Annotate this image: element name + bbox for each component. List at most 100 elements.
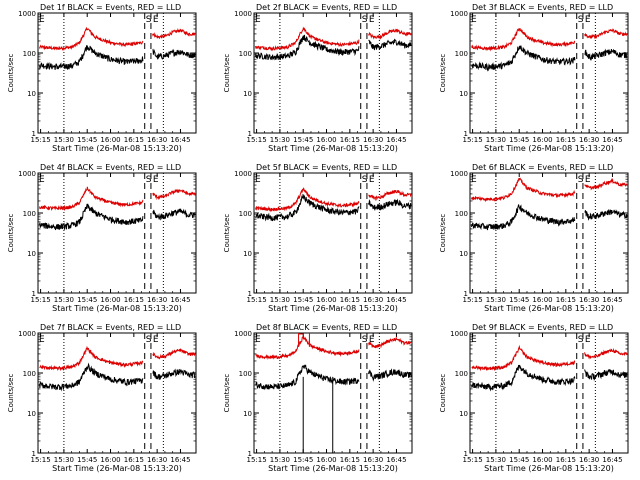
series-lld-line xyxy=(39,345,196,372)
y-tick-label: 1000 xyxy=(18,170,36,178)
x-tick-label: 15:30 xyxy=(486,456,506,464)
series-lld-line xyxy=(255,335,412,360)
panel-title: Det 3f BLACK = Events, RED = LLD xyxy=(472,3,613,12)
panel-det-8f: Det 8f BLACK = Events, RED = LLD 1 10 100 10… xyxy=(223,323,413,473)
panel-det-5f: Det 5f BLACK = Events, RED = LLD 1 10 100 10… xyxy=(223,163,413,313)
marker-label-s: S xyxy=(578,15,584,25)
x-tick-label: 15:30 xyxy=(54,296,74,304)
y-tick-label: 10 xyxy=(27,410,36,418)
x-tick-label: 15:30 xyxy=(270,296,290,304)
y-tick-label: 1000 xyxy=(18,10,36,18)
y-axis-label: Counts/sec xyxy=(7,374,15,413)
x-tick-label: 16:30 xyxy=(147,296,167,304)
marker-label-e: E xyxy=(471,15,477,25)
y-tick-label: 1000 xyxy=(234,170,252,178)
x-tick-label: 16:15 xyxy=(556,456,576,464)
x-axis-label: Start Time (26-Mar-08 15:13:20) xyxy=(268,304,398,313)
x-tick-label: 15:30 xyxy=(270,456,290,464)
series-events-line xyxy=(255,34,412,61)
panel-title: Det 9f BLACK = Events, RED = LLD xyxy=(472,323,613,332)
plot-frame xyxy=(253,12,413,134)
marker-label-s: S xyxy=(146,335,152,345)
x-tick-label: 16:45 xyxy=(386,136,406,144)
x-tick-label: 16:15 xyxy=(340,296,360,304)
marker-label-e: E xyxy=(39,15,45,25)
x-tick-label: 15:30 xyxy=(270,136,290,144)
y-tick-label: 10 xyxy=(243,410,252,418)
panel-title: Det 2f BLACK = Events, RED = LLD xyxy=(256,3,397,12)
y-tick-label: 100 xyxy=(23,210,36,218)
marker-label-e2: E xyxy=(369,175,375,185)
panel-det-9f: Det 9f BLACK = Events, RED = LLD 1 10 100 10… xyxy=(439,323,629,473)
y-axis-label: Counts/sec xyxy=(223,54,231,93)
x-tick-label: 15:45 xyxy=(77,456,97,464)
panel-det-1f: Det 1f BLACK = Events, RED = LLD 1 10 100 10… xyxy=(7,3,197,153)
panel-det-4f: Det 4f BLACK = Events, RED = LLD 1 10 100 10… xyxy=(7,163,197,313)
x-tick-label: 15:15 xyxy=(462,136,482,144)
y-tick-label: 1000 xyxy=(450,10,468,18)
x-tick-label: 16:45 xyxy=(386,296,406,304)
y-tick-label: 1 xyxy=(32,130,36,138)
x-tick-label: 15:15 xyxy=(462,456,482,464)
x-tick-label: 16:00 xyxy=(316,456,336,464)
marker-label-e2: E xyxy=(369,15,375,25)
x-tick-label: 16:00 xyxy=(532,296,552,304)
y-tick-label: 100 xyxy=(455,50,468,58)
y-tick-label: 100 xyxy=(239,210,252,218)
x-tick-label: 15:15 xyxy=(30,296,50,304)
x-tick-label: 16:30 xyxy=(579,136,599,144)
y-tick-label: 1000 xyxy=(450,170,468,178)
y-tick-label: 1000 xyxy=(234,10,252,18)
y-tick-label: 10 xyxy=(243,250,252,258)
y-tick-label: 100 xyxy=(239,370,252,378)
y-tick-label: 10 xyxy=(459,410,468,418)
x-tick-label: 16:30 xyxy=(579,456,599,464)
y-tick-label: 10 xyxy=(459,250,468,258)
x-tick-label: 16:15 xyxy=(124,296,144,304)
series-lld-line xyxy=(39,26,196,52)
x-tick-label: 16:30 xyxy=(147,136,167,144)
x-tick-label: 15:15 xyxy=(246,136,266,144)
x-tick-label: 16:15 xyxy=(556,136,576,144)
x-tick-label: 16:45 xyxy=(170,136,190,144)
series-lld-line xyxy=(255,26,412,52)
x-tick-label: 15:45 xyxy=(77,296,97,304)
panel-det-7f: Det 7f BLACK = Events, RED = LLD 1 10 100 10… xyxy=(7,323,197,473)
x-axis-label: Start Time (26-Mar-08 15:13:20) xyxy=(52,464,182,473)
x-tick-label: 15:15 xyxy=(246,296,266,304)
x-tick-label: 16:30 xyxy=(147,456,167,464)
x-tick-label: 15:45 xyxy=(509,136,529,144)
x-tick-label: 16:30 xyxy=(363,296,383,304)
x-axis-label: Start Time (26-Mar-08 15:13:20) xyxy=(484,464,614,473)
x-tick-label: 15:30 xyxy=(54,136,74,144)
x-tick-label: 16:00 xyxy=(100,136,120,144)
series-lld-line xyxy=(471,344,628,372)
panel-title: Det 6f BLACK = Events, RED = LLD xyxy=(472,163,613,172)
x-tick-label: 16:15 xyxy=(124,136,144,144)
x-tick-label: 15:15 xyxy=(30,136,50,144)
x-tick-label: 16:00 xyxy=(532,456,552,464)
y-tick-label: 10 xyxy=(243,90,252,98)
y-tick-label: 1 xyxy=(464,130,468,138)
panel-title: Det 5f BLACK = Events, RED = LLD xyxy=(256,163,397,172)
x-tick-label: 16:45 xyxy=(602,456,622,464)
marker-label-s: S xyxy=(146,175,152,185)
x-tick-label: 15:15 xyxy=(246,456,266,464)
x-tick-label: 15:30 xyxy=(486,136,506,144)
marker-label-s: S xyxy=(578,335,584,345)
panel-title: Det 1f BLACK = Events, RED = LLD xyxy=(40,3,181,12)
x-axis-label: Start Time (26-Mar-08 15:13:20) xyxy=(52,144,182,153)
y-tick-label: 1 xyxy=(248,290,252,298)
x-tick-label: 16:30 xyxy=(579,296,599,304)
x-tick-label: 16:00 xyxy=(316,296,336,304)
y-tick-label: 100 xyxy=(455,370,468,378)
y-tick-label: 100 xyxy=(239,50,252,58)
x-tick-label: 16:45 xyxy=(602,136,622,144)
x-axis-label: Start Time (26-Mar-08 15:13:20) xyxy=(484,144,614,153)
y-axis-label: Counts/sec xyxy=(7,54,15,93)
plot-frame xyxy=(253,172,413,294)
x-tick-label: 15:45 xyxy=(509,296,529,304)
marker-label-e: E xyxy=(471,175,477,185)
marker-label-e2: E xyxy=(369,335,375,345)
